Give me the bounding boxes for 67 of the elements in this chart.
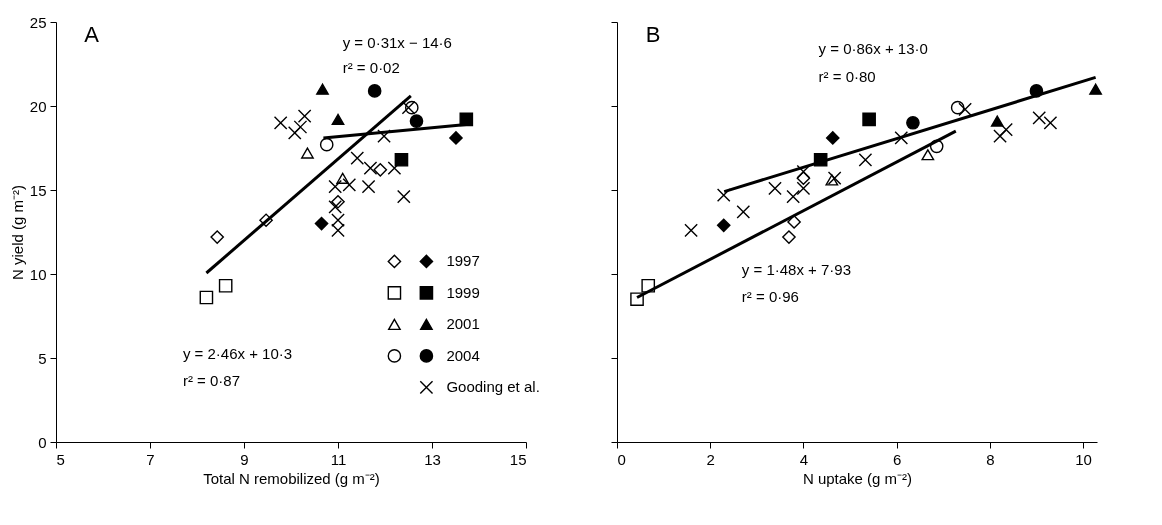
point xyxy=(331,213,345,228)
legend-label: 2004 xyxy=(446,346,480,364)
annotation: r² = 0·87 xyxy=(182,372,241,390)
annotation: y = 2·46x + 10·3 xyxy=(182,344,293,362)
point xyxy=(999,122,1013,137)
x-tick-label: 8 xyxy=(986,450,995,468)
y-tick-label: 20 xyxy=(29,97,47,115)
point xyxy=(684,223,698,238)
x-tick-label: 4 xyxy=(799,450,809,468)
annotation: y = 1·48x + 7·93 xyxy=(741,260,852,278)
point xyxy=(396,189,411,204)
point xyxy=(716,188,731,202)
x-tick-label: 6 xyxy=(892,450,902,468)
y-tick-label: 0 xyxy=(38,433,47,451)
legend-label: 1999 xyxy=(446,283,480,301)
point xyxy=(328,199,342,214)
y-tick-label: 15 xyxy=(29,181,47,199)
x-tick-label: 13 xyxy=(424,450,441,468)
y-tick-label: 25 xyxy=(29,13,47,31)
legend-label: Gooding et al. xyxy=(446,378,540,396)
chart-title: A xyxy=(84,21,100,47)
point xyxy=(361,179,376,194)
annotation: r² = 0·96 xyxy=(741,288,799,306)
x-axis-title: N uptake (g m⁻²) xyxy=(802,469,913,487)
y-tick-label: 10 xyxy=(29,265,47,283)
point xyxy=(796,164,811,179)
point xyxy=(387,161,402,175)
point xyxy=(787,215,801,229)
point xyxy=(287,126,302,140)
point xyxy=(297,109,312,123)
x-axis-title: Total N remobilized (g m⁻²) xyxy=(203,469,380,487)
x-tick-label: 11 xyxy=(330,450,347,468)
point xyxy=(377,129,391,144)
point xyxy=(331,223,345,238)
point xyxy=(894,131,909,145)
annotation: r² = 0·80 xyxy=(818,67,876,85)
chart-title: B xyxy=(645,21,661,47)
annotation: y = 0·31x − 14·6 xyxy=(342,34,452,51)
x-tick-label: 7 xyxy=(146,450,155,468)
point xyxy=(373,163,388,177)
point xyxy=(273,115,288,130)
y-tick-label: 5 xyxy=(38,349,47,367)
legend-label: 2001 xyxy=(446,315,480,333)
x-tick-label: 2 xyxy=(706,450,715,468)
x-tick-label: 15 xyxy=(509,450,527,468)
point xyxy=(958,102,972,117)
x-tick-label: 10 xyxy=(1075,450,1092,468)
point xyxy=(210,230,225,244)
point xyxy=(782,230,796,244)
y-axis-title: N yield (g m⁻²) xyxy=(8,184,26,281)
point xyxy=(350,151,365,165)
x-tick-label: 0 xyxy=(617,450,626,468)
point xyxy=(1043,115,1058,130)
x-tick-label: 9 xyxy=(240,450,249,468)
point xyxy=(786,189,800,204)
point xyxy=(993,129,1007,144)
point xyxy=(858,152,873,167)
point xyxy=(293,120,308,134)
annotation: y = 0·86x + 13·0 xyxy=(818,40,928,58)
point xyxy=(796,181,811,196)
point xyxy=(768,181,782,196)
point xyxy=(736,205,751,219)
x-tick-label: 5 xyxy=(56,450,65,468)
legend-label: 1997 xyxy=(446,252,480,270)
annotation: r² = 0·02 xyxy=(342,59,400,77)
point xyxy=(1032,110,1047,125)
point xyxy=(363,161,378,175)
